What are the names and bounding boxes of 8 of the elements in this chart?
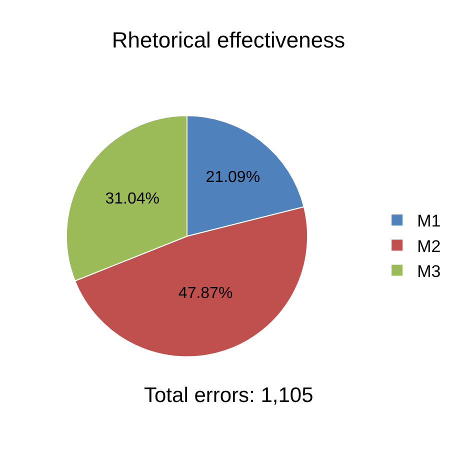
legend-label: M3 — [417, 262, 441, 281]
legend-label: M2 — [417, 236, 441, 256]
data-label: 47.87% — [178, 285, 233, 302]
data-label: 21.09% — [206, 168, 260, 186]
data-label: 31.04% — [105, 190, 160, 208]
text: Total errors: 1,105 — [144, 384, 314, 407]
legend-label: M1 — [417, 212, 441, 231]
chart-title: Rhetorical effectiveness — [112, 28, 346, 53]
